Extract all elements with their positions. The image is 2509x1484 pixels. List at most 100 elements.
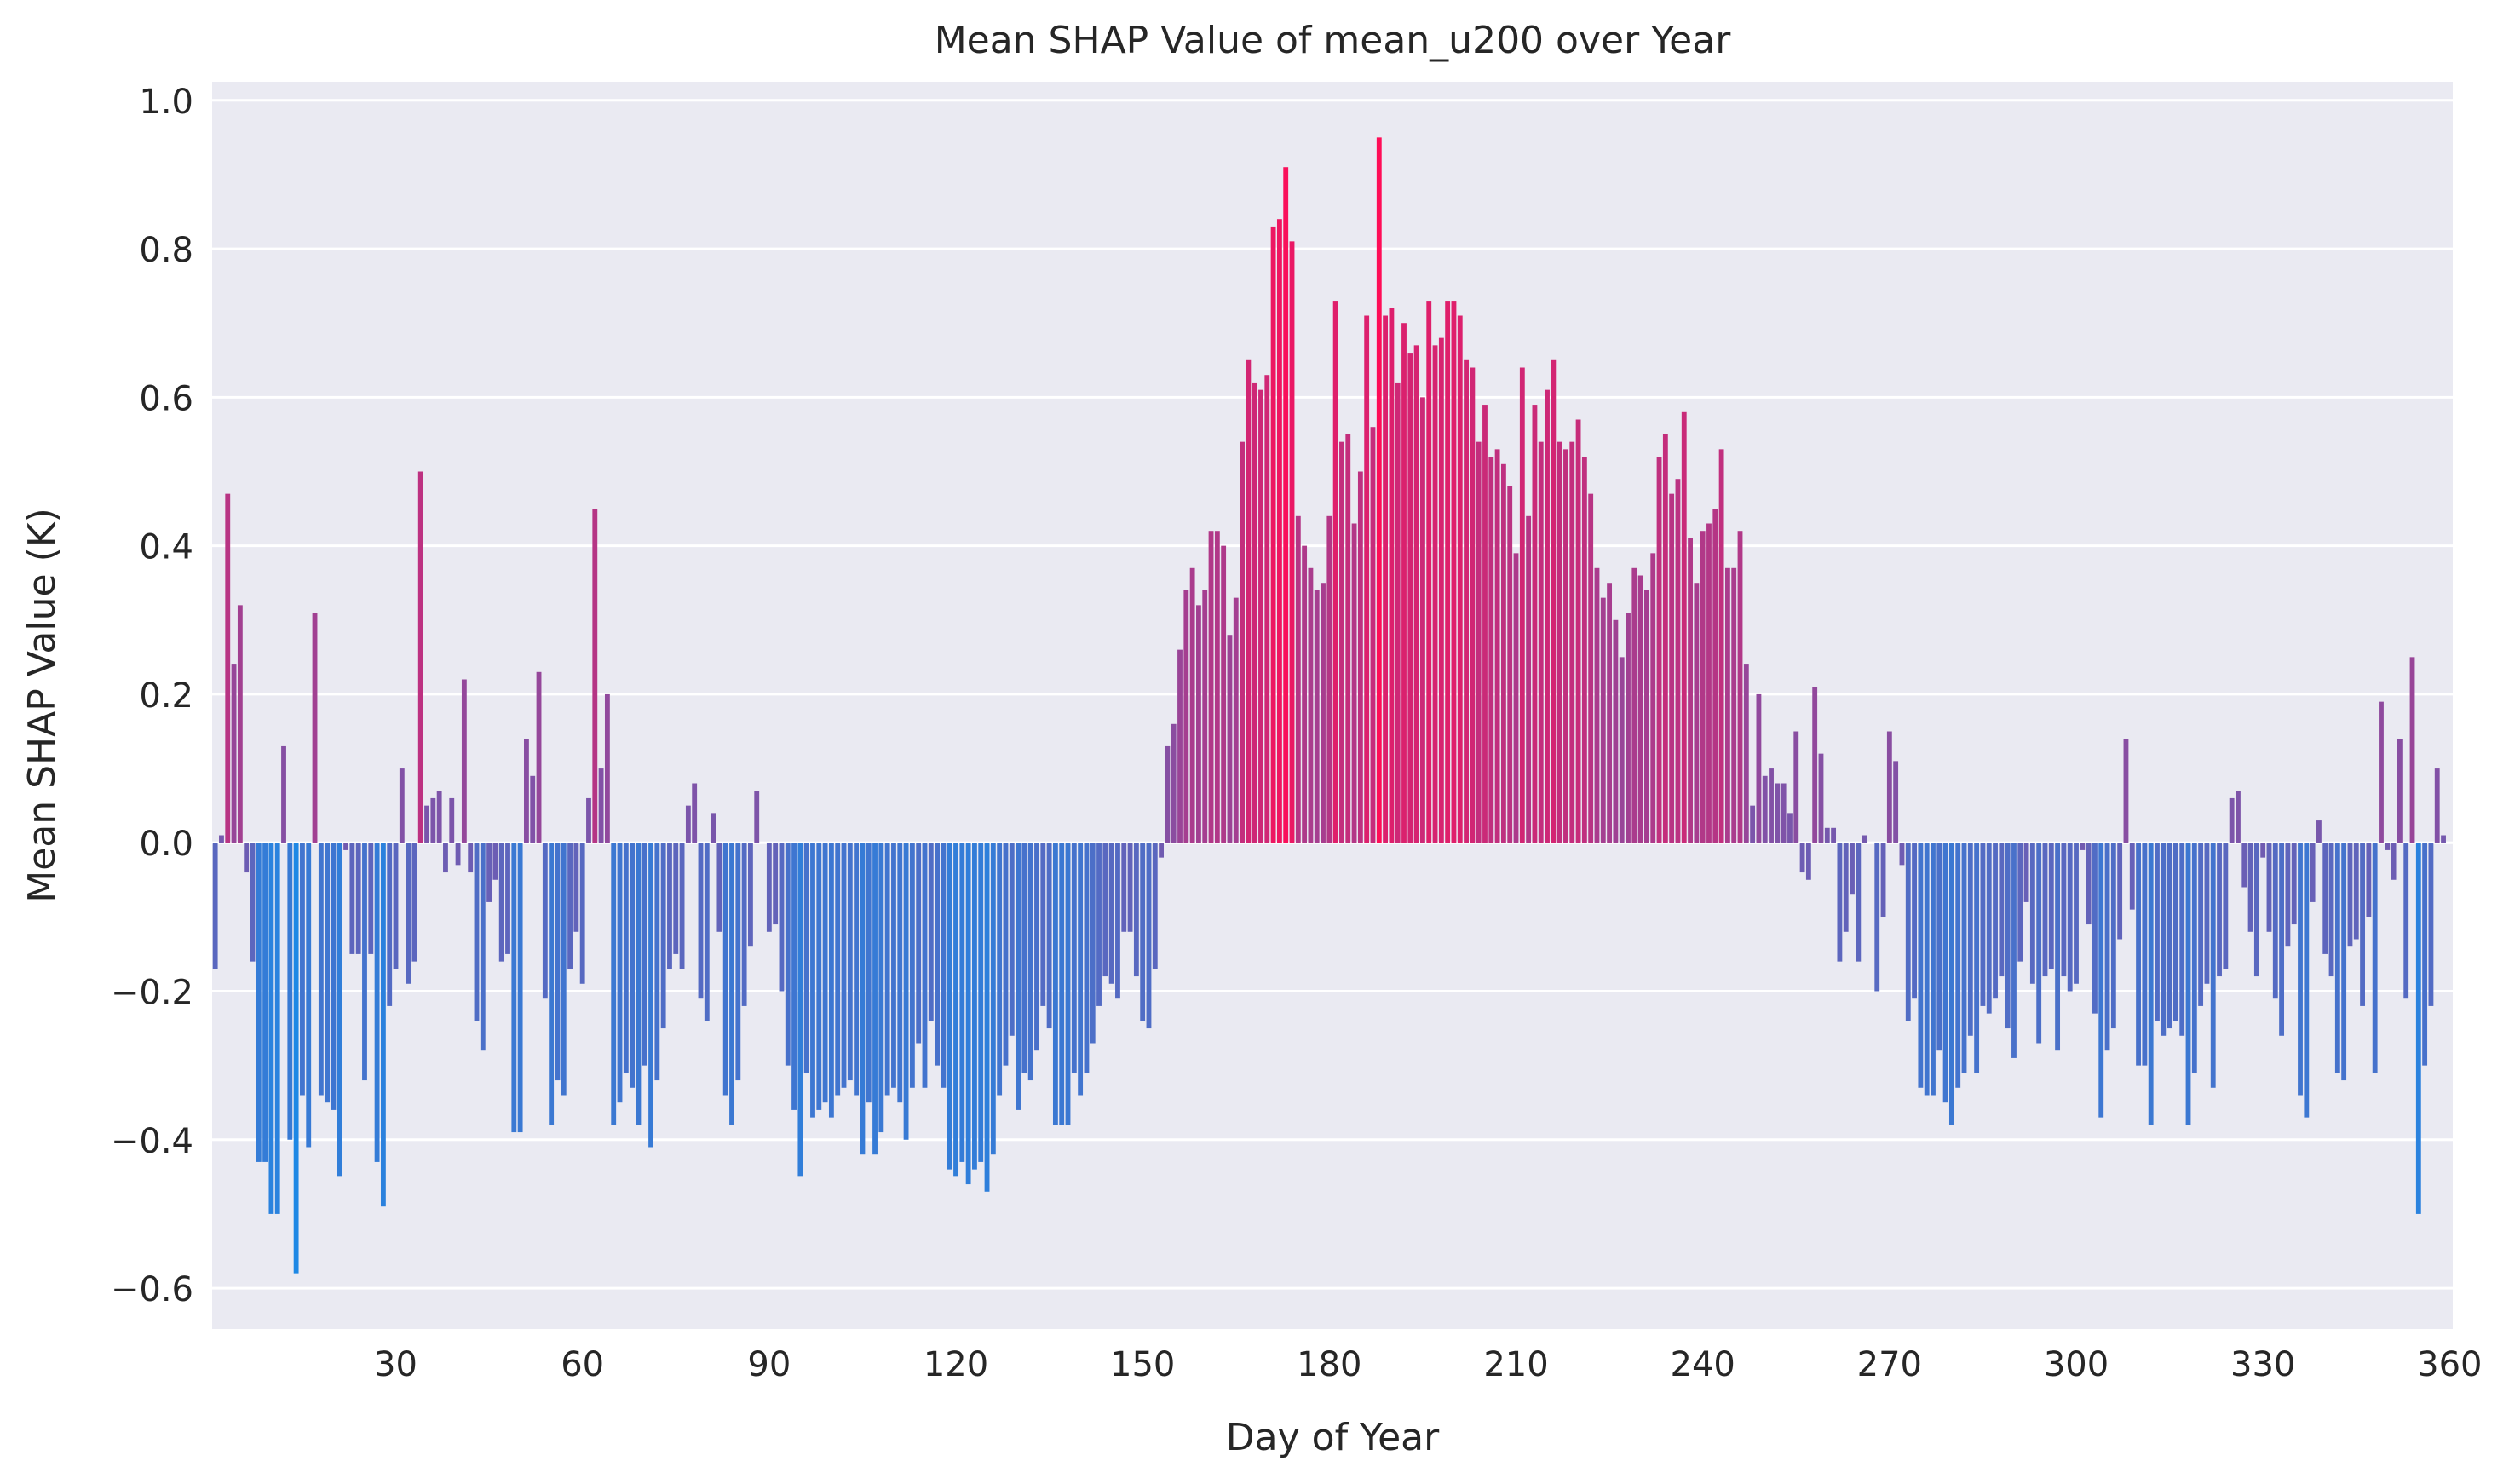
bar-day-5 bbox=[237, 605, 243, 843]
bar-day-317 bbox=[2179, 843, 2185, 1036]
bar-day-122 bbox=[965, 843, 971, 1185]
bar-day-104 bbox=[854, 843, 860, 1096]
bar-day-106 bbox=[866, 843, 872, 1103]
bar-day-250 bbox=[1762, 775, 1768, 843]
bar-day-24 bbox=[355, 843, 361, 954]
bar-day-212 bbox=[1526, 515, 1532, 843]
bar-day-281 bbox=[1955, 843, 1961, 1088]
bar-day-229 bbox=[1631, 567, 1637, 843]
bar-day-335 bbox=[2291, 843, 2297, 925]
bar-day-128 bbox=[1003, 843, 1009, 1066]
bar-day-196 bbox=[1426, 301, 1432, 843]
bar-day-276 bbox=[1924, 843, 1930, 1096]
y-tick-label: 0.6 bbox=[139, 379, 193, 418]
bar-day-44 bbox=[480, 843, 486, 1051]
bar-day-71 bbox=[648, 843, 653, 1148]
bar-day-264 bbox=[1850, 843, 1855, 895]
bar-day-125 bbox=[984, 843, 990, 1192]
x-tick-label: 330 bbox=[2230, 1345, 2295, 1384]
bar-day-174 bbox=[1289, 241, 1295, 843]
y-tick-label: 1.0 bbox=[139, 83, 193, 122]
bar-day-252 bbox=[1775, 783, 1781, 843]
bar-day-100 bbox=[828, 843, 834, 1118]
bar-day-238 bbox=[1688, 538, 1693, 843]
bar-day-135 bbox=[1046, 843, 1052, 1029]
bar-day-110 bbox=[891, 843, 896, 1088]
y-axis-ticks: −0.6 −0.4 −0.2 0.0 0.2 0.4 0.6 0.8 1.0 bbox=[111, 83, 193, 1309]
bar-day-236 bbox=[1675, 479, 1681, 843]
bar-day-182 bbox=[1339, 441, 1344, 843]
bar-day-351 bbox=[2391, 843, 2397, 880]
bar-day-143 bbox=[1096, 843, 1102, 1006]
bar-day-87 bbox=[748, 843, 753, 947]
bar-day-29 bbox=[387, 843, 393, 1006]
bar-day-85 bbox=[735, 843, 741, 1081]
bar-day-315 bbox=[2167, 843, 2172, 1029]
bar-day-226 bbox=[1613, 619, 1619, 843]
bar-day-203 bbox=[1470, 367, 1476, 843]
bar-day-341 bbox=[2328, 843, 2334, 977]
bar-day-142 bbox=[1090, 843, 1096, 1044]
bar-day-322 bbox=[2210, 843, 2216, 1088]
bar-day-213 bbox=[1532, 405, 1538, 843]
bar-day-261 bbox=[1831, 827, 1837, 843]
bar-day-216 bbox=[1551, 359, 1557, 843]
bar-day-331 bbox=[2266, 843, 2272, 932]
bar-day-131 bbox=[1021, 843, 1027, 1073]
bar-day-4 bbox=[231, 664, 237, 843]
bar-day-169 bbox=[1258, 389, 1263, 843]
bar-day-178 bbox=[1314, 590, 1320, 843]
bar-day-253 bbox=[1781, 783, 1787, 843]
bar-day-166 bbox=[1240, 441, 1245, 843]
bar-day-280 bbox=[1948, 843, 1954, 1125]
bar-day-288 bbox=[1999, 843, 2005, 977]
bar-day-356 bbox=[2422, 843, 2428, 1066]
bar-day-46 bbox=[492, 843, 498, 880]
bar-day-48 bbox=[505, 843, 510, 954]
bar-day-353 bbox=[2403, 843, 2409, 999]
bar-day-38 bbox=[443, 843, 448, 873]
bar-day-336 bbox=[2298, 843, 2303, 1096]
bar-day-69 bbox=[636, 843, 642, 1125]
bar-day-287 bbox=[1993, 843, 1998, 999]
bar-day-329 bbox=[2253, 843, 2259, 977]
bar-day-301 bbox=[2080, 843, 2086, 850]
bar-day-74 bbox=[667, 843, 672, 969]
bar-day-199 bbox=[1445, 301, 1451, 843]
bar-day-145 bbox=[1108, 843, 1114, 984]
bar-day-157 bbox=[1183, 590, 1189, 843]
bar-day-162 bbox=[1214, 531, 1220, 843]
bar-day-115 bbox=[922, 843, 928, 1088]
bar-day-7 bbox=[250, 843, 256, 962]
bar-day-300 bbox=[2074, 843, 2079, 984]
bar-day-256 bbox=[1799, 843, 1805, 873]
bar-day-318 bbox=[2185, 843, 2191, 1125]
bar-day-298 bbox=[2061, 843, 2067, 977]
bar-day-146 bbox=[1115, 843, 1120, 999]
bar-day-168 bbox=[1252, 382, 1257, 843]
bar-day-325 bbox=[2229, 797, 2235, 843]
bar-day-305 bbox=[2104, 843, 2110, 1051]
bar-day-243 bbox=[1718, 449, 1724, 843]
bar-day-277 bbox=[1931, 843, 1936, 1096]
bar-day-62 bbox=[592, 509, 598, 843]
bar-day-210 bbox=[1513, 553, 1519, 843]
bar-day-150 bbox=[1140, 843, 1146, 1021]
bar-day-295 bbox=[2042, 843, 2048, 977]
bar-day-68 bbox=[630, 843, 636, 1088]
x-tick-label: 90 bbox=[747, 1345, 791, 1384]
bar-day-139 bbox=[1071, 843, 1077, 1073]
bar-day-266 bbox=[1862, 835, 1867, 843]
bar-day-79 bbox=[698, 843, 704, 999]
bar-day-312 bbox=[2148, 843, 2154, 1125]
bar-day-240 bbox=[1700, 531, 1706, 843]
bar-day-208 bbox=[1500, 463, 1506, 843]
bar-day-21 bbox=[337, 843, 342, 1177]
bar-day-303 bbox=[2092, 843, 2098, 1014]
bar-day-40 bbox=[455, 843, 461, 866]
bar-day-91 bbox=[773, 843, 779, 925]
bar-day-246 bbox=[1737, 531, 1743, 843]
bar-day-180 bbox=[1326, 515, 1332, 843]
bar-day-242 bbox=[1712, 509, 1718, 843]
